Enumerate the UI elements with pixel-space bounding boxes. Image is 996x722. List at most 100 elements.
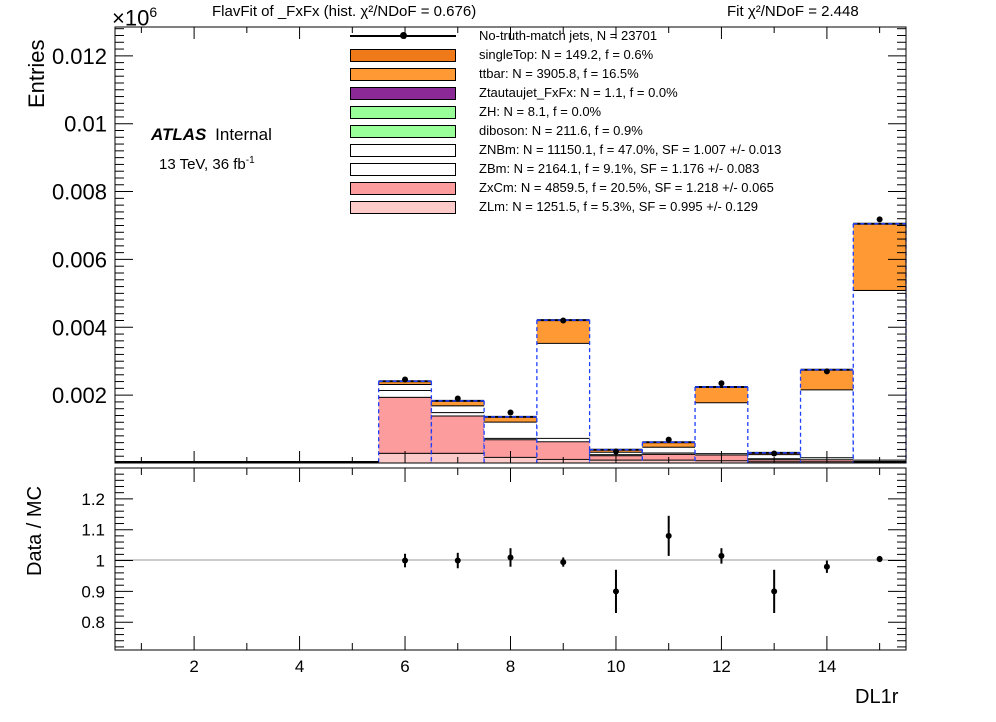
- y-tick-label: 0.004: [52, 315, 107, 340]
- legend-entry: Ztautaujet_FxFx: N = 1.1, f = 0.0%: [350, 84, 870, 102]
- bar-ZBm-bin-6: [378, 390, 432, 397]
- ratio-point-bin-14: [823, 563, 830, 570]
- ratio-y-tick-label: 0.8: [81, 613, 105, 632]
- ratio-point-bin-12: [718, 552, 725, 559]
- ratio-point-bin-8: [507, 554, 514, 561]
- legend-swatch: [350, 182, 456, 195]
- data-point-bin-6: [402, 376, 409, 383]
- legend-label: ZH: N = 8.1, f = 0.0%: [479, 104, 602, 119]
- bar-ZxCm-bin-11: [642, 453, 696, 460]
- ratio-point-bin-13: [771, 588, 778, 595]
- y-tick-label: 0.012: [52, 44, 107, 69]
- bar-ZNBm-bin-11: [642, 446, 696, 453]
- y-tick-label: 0.002: [52, 383, 107, 408]
- atlas-bold: ATLAS: [151, 125, 207, 144]
- legend-label: ZLm: N = 1251.5, f = 5.3%, SF = 0.995 +/…: [479, 199, 758, 214]
- legend-label: singleTop: N = 149.2, f = 0.6%: [479, 47, 654, 62]
- ratio-y-tick-label: 1.2: [81, 490, 105, 509]
- legend-entry: diboson: N = 211.6, f = 0.9%: [350, 122, 870, 140]
- legend-entry: ZBm: N = 2164.1, f = 9.1%, SF = 1.176 +/…: [350, 160, 870, 178]
- ratio-point-bin-15: [876, 556, 883, 562]
- legend-entry: No-truth-match jets, N = 23701: [350, 27, 870, 45]
- bar-ZNBm-bin-12: [695, 402, 748, 454]
- x-tick-label: 4: [295, 657, 304, 676]
- legend-label: No-truth-match jets, N = 23701: [479, 28, 658, 43]
- legend-swatch: [350, 201, 456, 214]
- ratio-y-tick-label: 1: [96, 552, 105, 571]
- x-tick-label: 14: [817, 657, 836, 676]
- y-axis-title-ratio: Data / MC: [24, 485, 46, 576]
- bar-ttbar-bin-8: [484, 416, 537, 422]
- bar-ttbar-bin-7: [431, 400, 485, 406]
- data-point-bin-14: [823, 368, 830, 375]
- chart-title: FlavFit of _FxFx (hist. χ²/NDoF = 0.676): [212, 3, 477, 20]
- legend: No-truth-match jets, N = 23701 singleTop:…: [350, 27, 870, 219]
- scale-exponent: 6: [149, 4, 158, 20]
- y-tick-label: 0.01: [64, 112, 107, 137]
- legend-swatch: [350, 125, 456, 138]
- y-tick-label: 0.008: [52, 180, 107, 205]
- ratio-point-bin-6: [402, 557, 409, 564]
- ratio-y-tick-label: 0.9: [81, 582, 105, 601]
- bar-ZNBm-bin-9: [536, 342, 590, 438]
- data-point-bin-8: [507, 409, 514, 416]
- bar-ttbar-bin-9: [536, 320, 590, 343]
- bar-ttbar-bin-14: [800, 369, 854, 390]
- fit-chi2-label: Fit χ²/NDoF = 2.448: [727, 3, 859, 20]
- legend-swatch: [350, 106, 456, 119]
- bar-ttbar-bin-11: [642, 442, 696, 447]
- scale-factor: ×10: [112, 5, 150, 31]
- legend-swatch: [350, 144, 456, 157]
- ratio-point-bin-11: [665, 532, 672, 539]
- data-point-bin-11: [665, 436, 672, 443]
- x-tick-label: 10: [607, 657, 626, 676]
- y-axis-title-entries: Entries: [24, 39, 49, 108]
- data-point-bin-9: [560, 317, 567, 324]
- bar-ZxCm-bin-9: [536, 441, 590, 459]
- bar-ZNBm-bin-14: [800, 389, 854, 458]
- legend-label: ZNBm: N = 11150.1, f = 47.0%, SF = 1.007…: [479, 142, 782, 157]
- energy-lumi-label: 13 TeV, 36 fb-1: [159, 155, 255, 173]
- legend-label: diboson: N = 211.6, f = 0.9%: [479, 123, 643, 138]
- bar-ZxCm-bin-6: [378, 396, 432, 453]
- legend-entry: ZH: N = 8.1, f = 0.0%: [350, 103, 870, 121]
- lumi-exponent: -1: [245, 155, 255, 166]
- ratio-point-bin-10: [612, 588, 619, 595]
- bar-ZNBm-bin-7: [431, 405, 485, 413]
- bar-ttbar-bin-15: [853, 223, 906, 290]
- ratio-y-tick-label: 1.1: [81, 521, 105, 540]
- legend-swatch: [350, 49, 456, 62]
- x-tick-label: 2: [189, 657, 198, 676]
- data-point-bin-15: [876, 216, 883, 223]
- atlas-label: ATLAS Internal: [151, 125, 272, 145]
- bar-ttbar-bin-6: [378, 381, 432, 384]
- legend-entry: singleTop: N = 149.2, f = 0.6%: [350, 46, 870, 64]
- legend-entry: ttbar: N = 3905.8, f = 16.5%: [350, 65, 870, 83]
- legend-swatch: [350, 163, 456, 176]
- bar-ZBm-bin-9: [536, 437, 590, 442]
- bar-ZNBm-bin-8: [484, 421, 537, 438]
- x10-scale-label: ×106: [112, 4, 157, 31]
- bar-ZxCm-bin-8: [484, 439, 537, 457]
- legend-entry: ZLm: N = 1251.5, f = 5.3%, SF = 0.995 +/…: [350, 198, 870, 216]
- bar-ZBm-bin-7: [431, 412, 485, 416]
- atlas-status: Internal: [215, 125, 272, 144]
- ratio-point-bin-9: [560, 559, 567, 566]
- data-point-bin-7: [454, 395, 461, 402]
- legend-entry: ZNBm: N = 11150.1, f = 47.0%, SF = 1.007…: [350, 141, 870, 159]
- x-tick-label: 8: [506, 657, 515, 676]
- legend-swatch: [350, 68, 456, 81]
- x-tick-label: 6: [400, 657, 409, 676]
- x-tick-label: 12: [712, 657, 731, 676]
- legend-label: ZBm: N = 2164.1, f = 9.1%, SF = 1.176 +/…: [479, 161, 760, 176]
- ratio-point-bin-7: [454, 557, 461, 564]
- bar-ttbar-bin-12: [695, 386, 748, 403]
- data-point-bin-12: [718, 380, 725, 387]
- legend-data-dot: [400, 32, 407, 39]
- legend-label: Ztautaujet_FxFx: N = 1.1, f = 0.0%: [479, 85, 678, 100]
- legend-label: ttbar: N = 3905.8, f = 16.5%: [479, 66, 639, 81]
- y-tick-label: 0.006: [52, 247, 107, 272]
- x-axis-title: DL1r: [855, 686, 899, 708]
- energy-text: 13 TeV, 36 fb: [159, 156, 246, 173]
